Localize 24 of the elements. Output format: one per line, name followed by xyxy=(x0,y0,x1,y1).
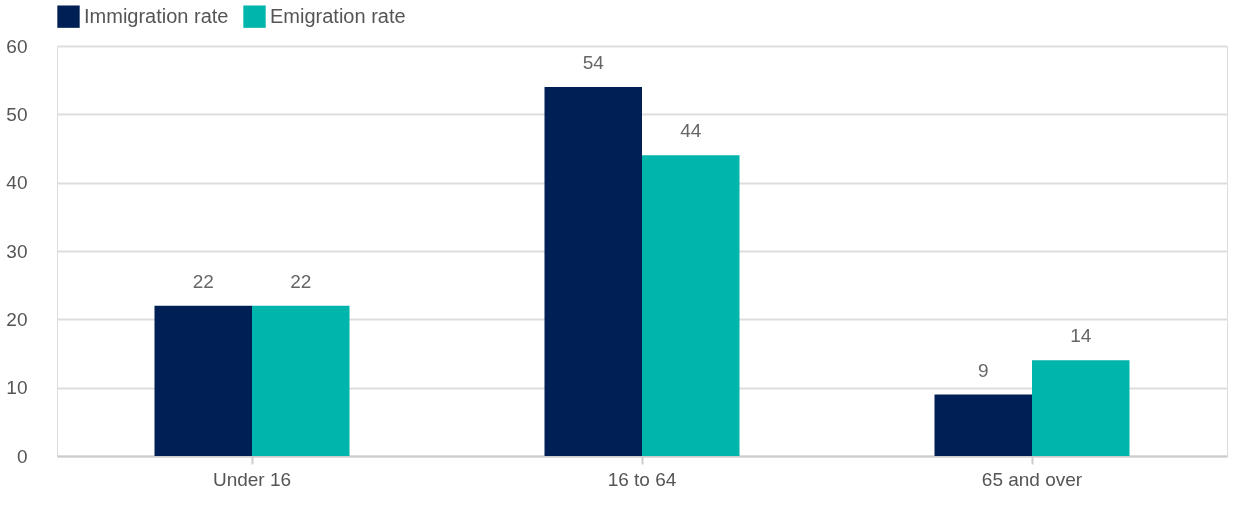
bar xyxy=(642,155,740,456)
data-label: 22 xyxy=(290,270,312,292)
bar xyxy=(1032,360,1130,456)
y-tick-label: 0 xyxy=(16,445,28,467)
x-tick-label: 65 and over xyxy=(981,468,1083,490)
data-label: 14 xyxy=(1070,325,1092,347)
x-tick-label: 16 to 64 xyxy=(607,468,677,490)
y-tick-label: 50 xyxy=(6,103,28,125)
data-label: 54 xyxy=(582,52,605,73)
bar xyxy=(544,87,642,456)
y-tick-label: 10 xyxy=(6,377,28,399)
legend-label: Immigration rate xyxy=(84,4,229,27)
legend-label: Emigration rate xyxy=(270,4,406,27)
bar xyxy=(252,305,350,456)
y-tick-label: 30 xyxy=(6,240,28,262)
data-label: 44 xyxy=(680,120,702,142)
bar xyxy=(154,305,252,456)
y-tick-label: 20 xyxy=(6,308,28,330)
data-label: 22 xyxy=(192,270,214,292)
data-label: 9 xyxy=(977,359,989,381)
bar xyxy=(934,394,1032,456)
x-tick-label: Under 16 xyxy=(212,468,292,490)
y-tick-label: 40 xyxy=(6,172,28,194)
y-tick-label: 60 xyxy=(6,35,28,57)
